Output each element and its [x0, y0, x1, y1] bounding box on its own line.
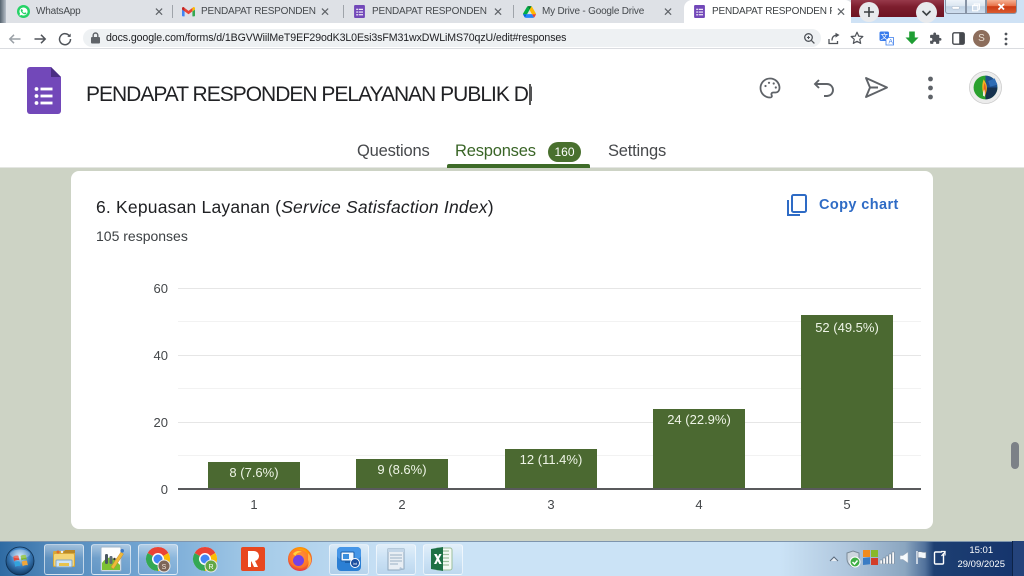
svg-text:int: int	[353, 561, 358, 566]
svg-text:R: R	[208, 564, 213, 571]
svg-text:S: S	[162, 564, 167, 571]
svg-text:文: 文	[880, 31, 888, 41]
svg-text:A: A	[889, 39, 894, 46]
